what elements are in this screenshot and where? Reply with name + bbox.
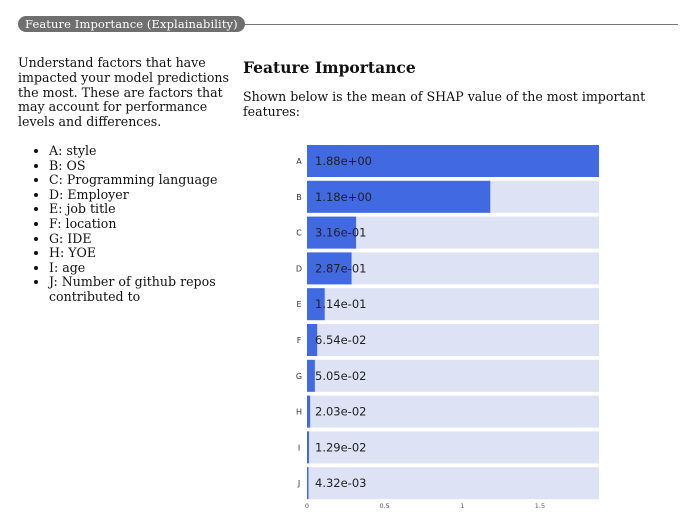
bar bbox=[307, 288, 325, 321]
feature-list-item: F: location bbox=[49, 216, 233, 232]
bar-value-label: 6.54e-02 bbox=[315, 333, 366, 347]
bar-value-label: 2.87e-01 bbox=[315, 261, 366, 275]
chart-description: Shown below is the mean of SHAP value of… bbox=[243, 89, 646, 119]
feature-list-item: B: OS bbox=[49, 158, 233, 174]
category-label: I bbox=[298, 443, 300, 452]
bar bbox=[307, 145, 599, 177]
bar-track bbox=[307, 252, 599, 285]
category-label: E bbox=[296, 300, 301, 309]
category-label: J bbox=[297, 479, 300, 488]
category-label: F bbox=[297, 336, 302, 345]
x-tick-label: 0.5 bbox=[379, 502, 389, 510]
bar-value-label: 1.18e+00 bbox=[315, 190, 372, 204]
feature-list-item: A: style bbox=[49, 143, 233, 159]
bar-track bbox=[307, 324, 599, 356]
bar-track bbox=[307, 359, 599, 392]
feature-list-item: G: IDE bbox=[49, 231, 233, 247]
bar bbox=[307, 467, 309, 500]
bar bbox=[307, 216, 357, 249]
feature-list-item: D: Employer bbox=[49, 187, 233, 203]
section-header: Feature Importance (Explainability) bbox=[18, 15, 678, 33]
bar bbox=[307, 252, 352, 285]
feature-legend-panel: Understand factors that have impacted yo… bbox=[18, 55, 233, 305]
bar-value-label: 1.88e+00 bbox=[315, 154, 372, 168]
section-title: Feature Importance (Explainability) bbox=[18, 16, 245, 32]
category-label: C bbox=[296, 229, 302, 238]
category-label: A bbox=[296, 157, 302, 166]
bar-value-label: 1.29e-02 bbox=[315, 440, 366, 454]
feature-list-item: J: Number of github repos contributed to bbox=[49, 274, 233, 304]
bar-track bbox=[307, 431, 599, 464]
feature-list-item: E: job title bbox=[49, 202, 233, 217]
category-label: B bbox=[296, 193, 302, 202]
category-label: G bbox=[296, 372, 302, 381]
bar-value-label: 1.14e-01 bbox=[315, 297, 366, 311]
bar bbox=[307, 324, 318, 356]
bar-value-label: 4.32e-03 bbox=[315, 476, 366, 490]
intro-text: Understand factors that have impacted yo… bbox=[18, 55, 229, 130]
bar bbox=[307, 359, 315, 392]
x-tick-label: 1 bbox=[460, 502, 464, 510]
x-tick-label: 1.5 bbox=[535, 502, 545, 510]
feature-list-item: I: age bbox=[49, 260, 233, 276]
category-label: D bbox=[296, 264, 302, 273]
bar-track bbox=[307, 467, 599, 500]
chart-heading: Feature Importance bbox=[243, 58, 416, 77]
category-label: H bbox=[296, 408, 302, 417]
bar-value-label: 2.03e-02 bbox=[315, 405, 366, 419]
feature-list-item: C: Programming language bbox=[49, 173, 233, 188]
bar-value-label: 5.05e-02 bbox=[315, 369, 366, 383]
x-tick-label: 0 bbox=[305, 502, 309, 510]
section-divider bbox=[18, 24, 678, 25]
bar bbox=[307, 431, 310, 464]
bar-track bbox=[307, 395, 599, 428]
bar-value-label: 3.16e-01 bbox=[315, 226, 366, 240]
feature-list: A: style B: OS C: Programming language D… bbox=[18, 143, 233, 305]
feature-list-item: H: YOE bbox=[49, 246, 233, 261]
bar bbox=[307, 180, 491, 213]
feature-importance-chart: A 1.88e+00 B 1.18e+00 C 3.16e-01 D 2.87e-01 E 1.1… bbox=[296, 145, 599, 510]
bar-track bbox=[307, 288, 599, 321]
chart-panel: Feature Importance Shown below is the me… bbox=[243, 58, 673, 119]
bar bbox=[307, 395, 311, 428]
